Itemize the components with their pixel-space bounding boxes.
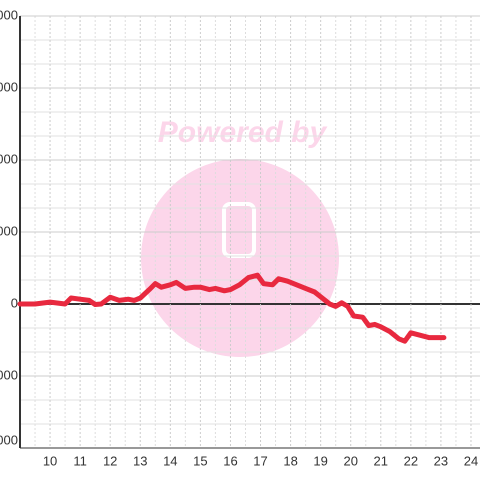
x-tick-label: 21 [374,453,388,468]
x-tick-label: 22 [404,453,418,468]
x-tick-label: 12 [103,453,117,468]
x-tick-label: 17 [253,453,267,468]
y-tick-label: 0 [11,295,18,310]
y-tick-label: -3,000 [0,367,18,382]
x-tick-label: 10 [43,453,57,468]
x-tick-label: 18 [283,453,297,468]
y-tick-label: 12,000 [0,7,18,22]
x-tick-label: 20 [343,453,357,468]
y-tick-label: 3,000 [0,223,18,238]
watermark-text: Powered by [158,116,328,149]
x-tick-label: 23 [434,453,448,468]
line [17,272,447,344]
x-tick-label: 11 [73,453,87,468]
x-tick-label: 16 [223,453,237,468]
y-tick-label: 6,000 [0,151,18,166]
x-tick-label: 15 [193,453,207,468]
x-tick-label: 13 [133,453,147,468]
y-tick-label: 9,000 [0,79,18,94]
x-tick-label: 19 [313,453,327,468]
y-tick-label: -6,000 [0,432,18,447]
x-tick-label: 14 [163,453,177,468]
x-tick-label: 24 [464,453,478,468]
